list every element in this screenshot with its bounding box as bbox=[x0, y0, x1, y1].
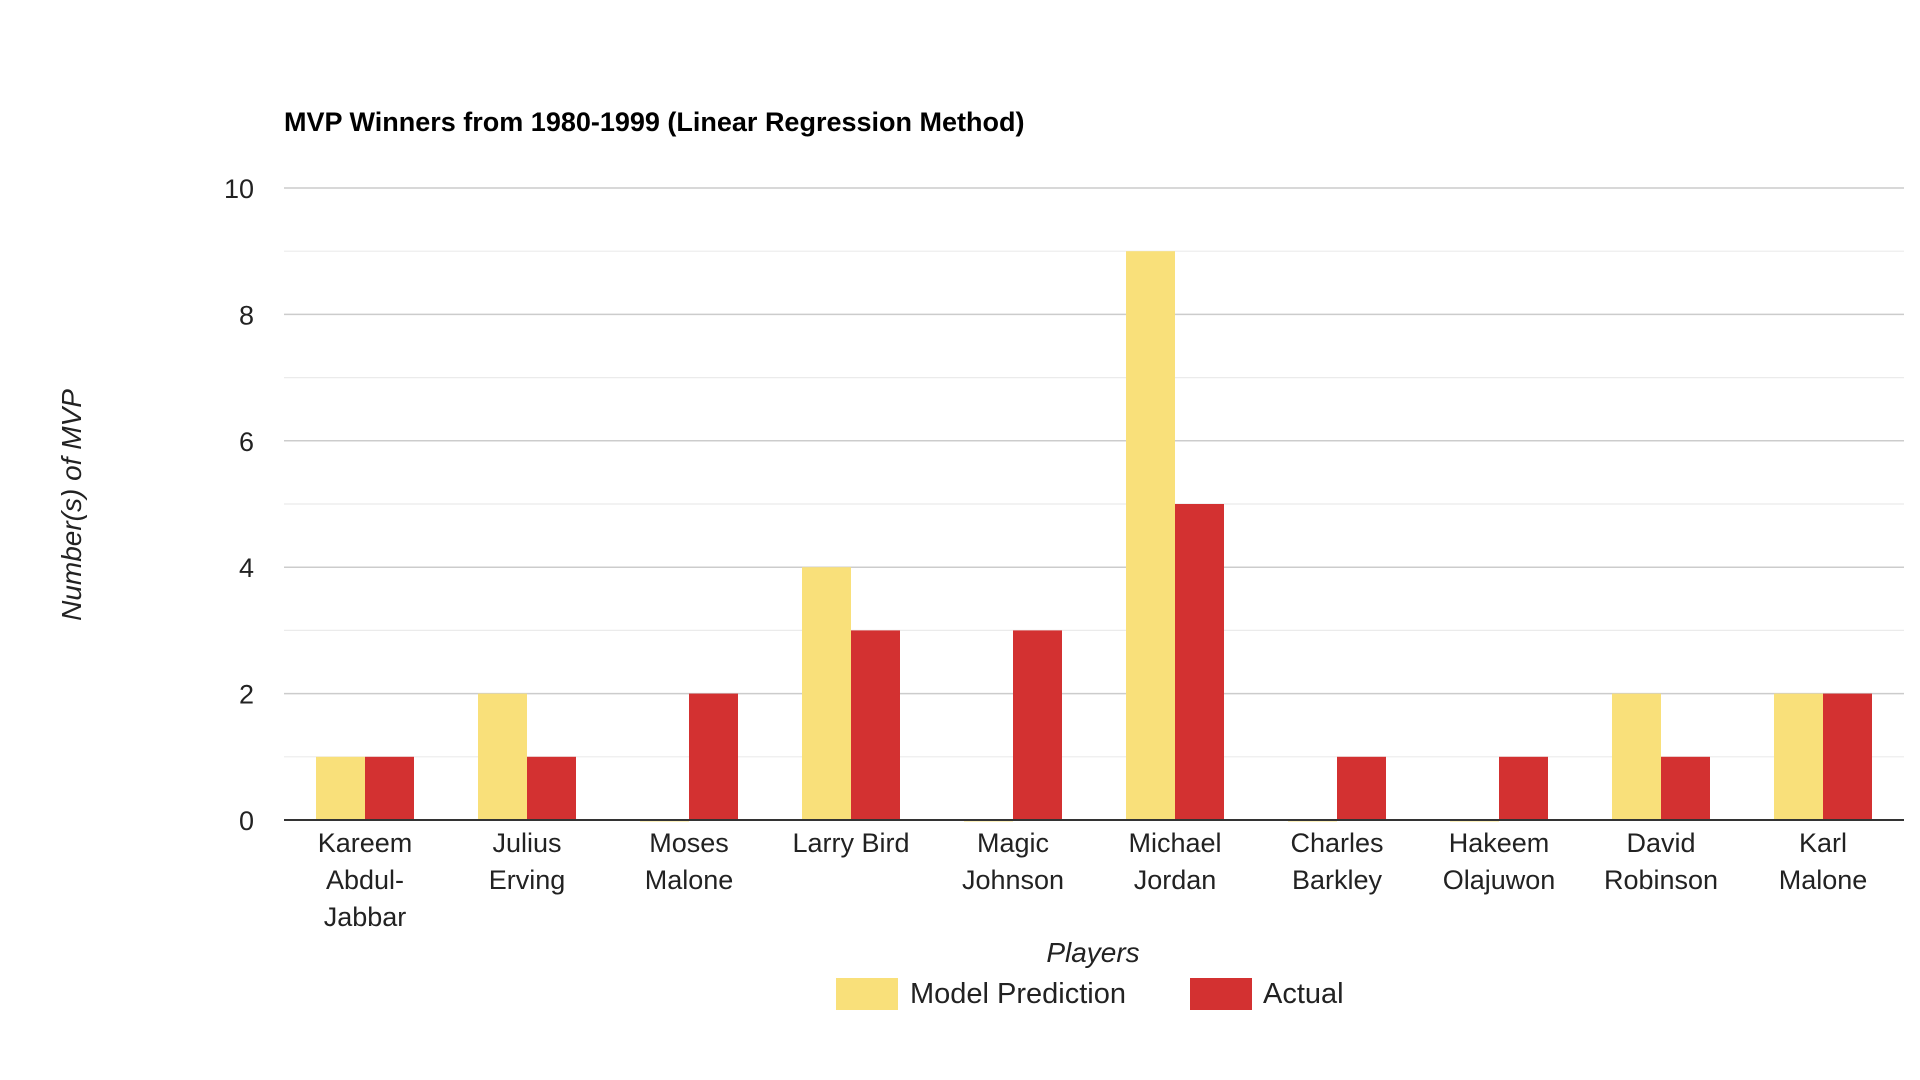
x-category-label-line: David bbox=[1626, 828, 1695, 858]
bar-actual bbox=[1175, 504, 1224, 820]
x-category-label-line: Olajuwon bbox=[1443, 865, 1556, 895]
x-category-label-line: Kareem bbox=[318, 828, 413, 858]
y-axis-title: Number(s) of MVP bbox=[56, 389, 87, 621]
x-category-label-line: Julius bbox=[492, 828, 561, 858]
x-category-label-line: Malone bbox=[645, 865, 734, 895]
x-category-label: Julius Erving bbox=[489, 828, 566, 895]
bars bbox=[316, 251, 1872, 822]
x-category-label-line: Jordan bbox=[1134, 865, 1217, 895]
bar-actual bbox=[1823, 693, 1872, 820]
bar-model-prediction bbox=[1612, 693, 1661, 820]
legend: Model Prediction Actual bbox=[836, 978, 1344, 1010]
x-category-label-line: Charles bbox=[1290, 828, 1383, 858]
bar-model-prediction bbox=[478, 693, 527, 820]
x-category-label-line: Magic bbox=[977, 828, 1049, 858]
x-category-label: Karl Malone bbox=[1779, 828, 1868, 895]
y-tick-label: 4 bbox=[239, 553, 254, 583]
bar-model-prediction bbox=[802, 567, 851, 820]
y-tick-label: 10 bbox=[224, 174, 254, 204]
y-tick-label: 8 bbox=[239, 300, 254, 330]
bar-actual bbox=[365, 756, 414, 820]
x-category-label: David Robinson bbox=[1604, 828, 1718, 895]
x-category-label-line: Moses bbox=[649, 828, 729, 858]
x-category-label-line: Abdul- bbox=[326, 865, 404, 895]
y-tick-label: 6 bbox=[239, 427, 254, 457]
x-category-label-line: Malone bbox=[1779, 865, 1868, 895]
x-category-label-line: Michael bbox=[1128, 828, 1221, 858]
x-category-label: Larry Bird bbox=[792, 828, 909, 858]
x-category-label: Michael Jordan bbox=[1128, 828, 1221, 895]
x-category-label-line: Erving bbox=[489, 865, 566, 895]
legend-swatch-actual bbox=[1190, 978, 1252, 1010]
y-axis-ticks: 0 2 4 6 8 10 bbox=[224, 174, 254, 836]
x-category-label: Hakeem Olajuwon bbox=[1443, 828, 1556, 895]
bar-actual bbox=[851, 630, 900, 820]
bar-actual bbox=[1499, 756, 1548, 820]
bar-model-prediction bbox=[316, 756, 365, 820]
x-category-label-line: Larry Bird bbox=[792, 828, 909, 858]
y-tick-label: 0 bbox=[239, 806, 254, 836]
bar-actual bbox=[527, 756, 576, 820]
x-category-label: Moses Malone bbox=[645, 828, 734, 895]
x-category-label-line: Karl bbox=[1799, 828, 1847, 858]
bar-actual bbox=[1013, 630, 1062, 820]
x-category-label: Magic Johnson bbox=[962, 828, 1064, 895]
bar-model-prediction bbox=[1774, 693, 1823, 820]
x-category-label-line: Robinson bbox=[1604, 865, 1718, 895]
x-axis-title: Players bbox=[1046, 937, 1139, 968]
x-category-label: Charles Barkley bbox=[1290, 828, 1383, 895]
x-category-label-line: Johnson bbox=[962, 865, 1064, 895]
x-category-label-line: Hakeem bbox=[1449, 828, 1550, 858]
legend-label-actual: Actual bbox=[1263, 978, 1344, 1010]
bar-actual bbox=[689, 693, 738, 820]
y-tick-label: 2 bbox=[239, 680, 254, 710]
legend-label-model-prediction: Model Prediction bbox=[910, 978, 1126, 1010]
x-category-label-line: Barkley bbox=[1292, 865, 1383, 895]
bar-model-prediction bbox=[1126, 251, 1175, 820]
chart-title: MVP Winners from 1980-1999 (Linear Regre… bbox=[284, 107, 1024, 137]
bar-actual bbox=[1661, 756, 1710, 820]
x-category-label: Kareem Abdul- Jabbar bbox=[318, 828, 413, 932]
x-axis-categories: Kareem Abdul- Jabbar Julius Erving Moses Malon… bbox=[318, 828, 1868, 932]
x-category-label-line: Jabbar bbox=[324, 902, 407, 932]
bar-actual bbox=[1337, 756, 1386, 820]
gridlines bbox=[284, 187, 1904, 758]
legend-swatch-model-prediction bbox=[836, 978, 898, 1010]
